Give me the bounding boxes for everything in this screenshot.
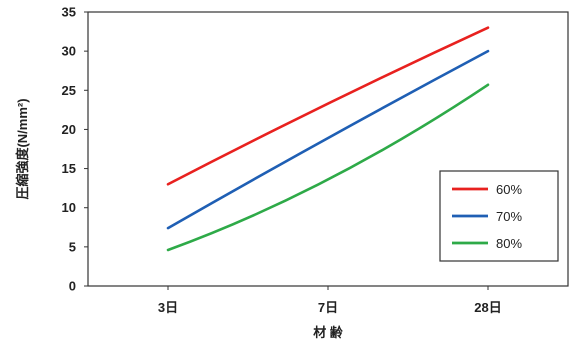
series-layer [166, 26, 490, 252]
series-line-70pct [166, 49, 490, 230]
legend-label: 60% [496, 182, 522, 197]
legend: 60% 70% 80% [439, 170, 559, 262]
legend-label: 70% [496, 209, 522, 224]
y-tick-label: 30 [62, 44, 76, 59]
legend-label: 80% [496, 236, 522, 251]
series-line-80pct [166, 83, 490, 252]
y-tick-label: 25 [62, 83, 76, 98]
y-tick-label: 15 [62, 161, 76, 176]
y-tick-label: 20 [62, 122, 76, 137]
y-tick-label: 35 [62, 5, 76, 20]
y-tick-label: 0 [69, 279, 76, 294]
x-tick-label: 28日 [474, 300, 501, 315]
y-axis-title: 圧縮強度(N/mm²) [15, 98, 30, 199]
y-tick-label: 10 [62, 200, 76, 215]
y-tick-label: 5 [69, 239, 76, 254]
series-line-60pct [166, 26, 490, 186]
axes-layer: 0 5 10 15 20 25 30 35 3日 7日 28日 [62, 5, 569, 315]
x-tick-label: 7日 [318, 300, 338, 315]
x-axis-title: 材 齢 [313, 325, 344, 340]
x-tick-label: 3日 [158, 300, 178, 315]
